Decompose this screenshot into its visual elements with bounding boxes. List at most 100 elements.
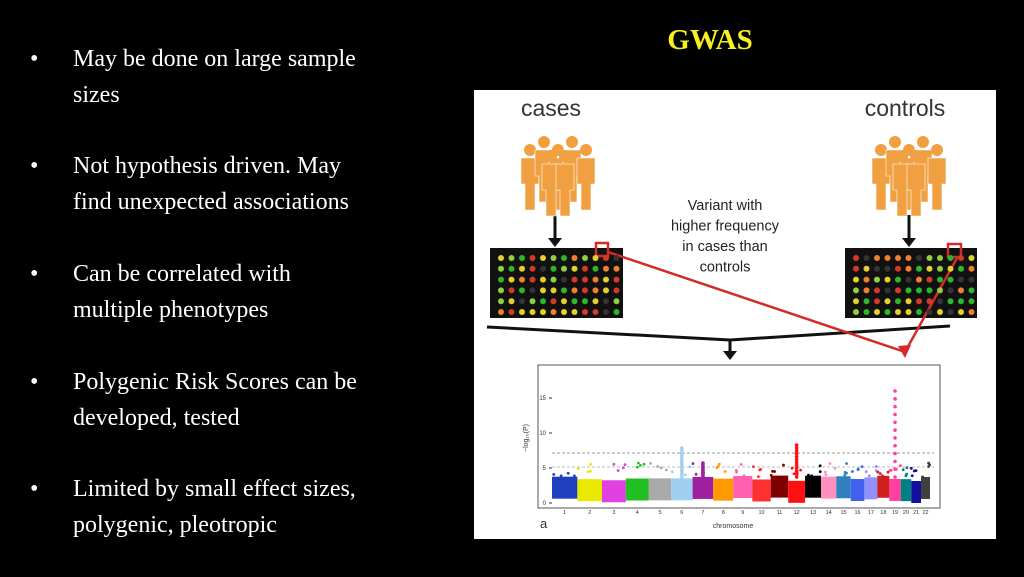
array-spot — [853, 298, 859, 305]
snp-point — [759, 467, 763, 471]
snp-point — [901, 468, 905, 472]
snp-point — [807, 473, 810, 477]
bullet-text: May be done on large sample — [73, 46, 356, 72]
array-spot — [592, 309, 599, 315]
array-spot — [863, 287, 870, 294]
chromosome-points — [911, 480, 922, 503]
chromosome-points — [921, 476, 930, 499]
array-spot — [958, 255, 964, 261]
snp-point — [623, 463, 627, 466]
snp-point — [752, 465, 755, 469]
chromosome-points — [625, 478, 649, 501]
x-axis-label: chromosome — [713, 523, 754, 530]
bullet-text: Polygenic Risk Scores can be — [73, 369, 357, 395]
person-body — [927, 157, 947, 211]
snp-point — [843, 470, 847, 474]
array-spot — [926, 276, 933, 283]
snp-point — [649, 461, 652, 465]
chromosome-points — [577, 479, 602, 502]
array-spot — [603, 255, 609, 261]
array-spot — [603, 276, 609, 283]
snp-point — [794, 463, 799, 468]
array-spot — [519, 287, 525, 294]
array-spot — [937, 298, 943, 305]
array-spot — [561, 298, 567, 305]
snp-point — [664, 468, 668, 472]
array-spot — [968, 287, 975, 294]
chromosome-label: 7 — [701, 510, 704, 516]
array-spot — [498, 265, 504, 272]
array-spot — [874, 287, 880, 294]
array-spot — [613, 265, 620, 272]
person-body — [906, 163, 926, 217]
bullet-dot: • — [30, 46, 39, 72]
array-spot — [895, 265, 901, 272]
array-spot — [916, 276, 922, 283]
snp-point — [899, 464, 902, 467]
array-spot — [540, 276, 546, 283]
array-spot — [603, 287, 609, 294]
snp-point — [688, 465, 692, 469]
array-spot — [968, 265, 975, 272]
array-spot — [592, 276, 599, 283]
snp-point — [680, 462, 684, 466]
person-head — [910, 150, 922, 162]
array-spot — [874, 265, 880, 272]
snp-point — [912, 469, 916, 473]
snp-point — [818, 464, 822, 468]
bullet-text: multiple phenotypes — [73, 297, 269, 323]
note-line: in cases than — [682, 239, 767, 255]
array-spot — [613, 309, 620, 315]
chromosome-points — [713, 478, 734, 501]
snp-point — [559, 474, 563, 478]
array-spot — [519, 298, 525, 305]
array-spot — [529, 309, 536, 315]
snp-point — [845, 462, 848, 465]
array-spot — [508, 298, 515, 305]
array-spot — [613, 276, 620, 283]
snp-point — [799, 468, 802, 472]
snp-point — [823, 470, 827, 474]
array-spot — [561, 276, 567, 283]
array-spot — [958, 265, 964, 272]
snp-point — [739, 463, 743, 466]
array-spot — [540, 265, 546, 272]
array-spot — [540, 309, 546, 315]
slide-title: GWAS — [667, 24, 753, 56]
person-head — [917, 136, 929, 148]
snp-point — [876, 470, 880, 474]
controls-label: controls — [865, 95, 946, 121]
chromosome-label: 12 — [794, 510, 800, 516]
snp-point — [794, 469, 799, 473]
array-spot — [926, 309, 933, 315]
array-spot — [853, 255, 859, 261]
array-spot — [853, 276, 859, 283]
snp-point — [909, 466, 913, 470]
snp-point — [680, 475, 684, 479]
array-spot — [498, 287, 504, 294]
snp-point — [680, 451, 684, 456]
array-spot — [958, 287, 964, 294]
snp-point — [680, 459, 684, 463]
snp-point — [701, 461, 705, 465]
chromosome-label: 6 — [680, 510, 683, 516]
person-head — [559, 150, 571, 162]
array-spot — [905, 276, 912, 283]
red-arrow-head — [898, 345, 911, 358]
people-icon — [871, 136, 947, 217]
snp-point — [756, 475, 760, 479]
array-spot — [550, 265, 557, 272]
snp-point — [636, 461, 640, 465]
array-spot — [884, 298, 891, 305]
array-spot — [508, 255, 515, 261]
array-spot — [582, 287, 588, 294]
array-spot — [947, 298, 954, 305]
bullet-dot: • — [30, 153, 39, 179]
snp-point — [552, 472, 556, 476]
array-spot — [937, 309, 943, 315]
snp-point — [773, 470, 777, 473]
snp-point — [694, 472, 698, 476]
array-spot — [895, 255, 901, 261]
chromosome-label: 20 — [903, 510, 909, 516]
snp-point — [769, 473, 773, 477]
